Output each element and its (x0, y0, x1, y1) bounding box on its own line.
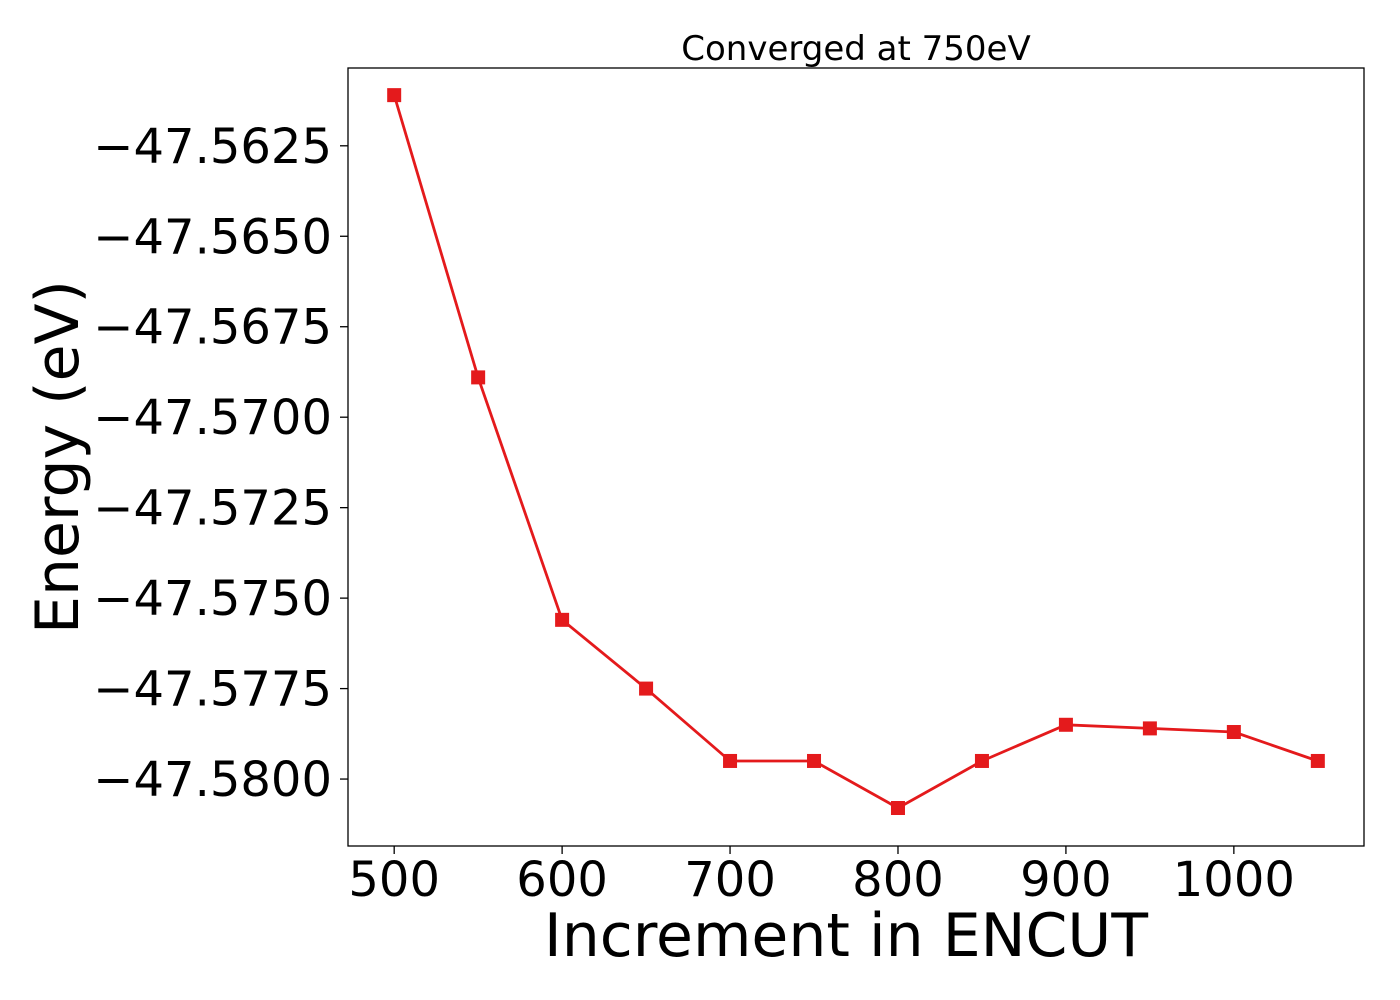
y-tick-label: −47.5650 (93, 209, 332, 265)
plot-area (387, 88, 1325, 816)
data-point-marker (471, 370, 486, 385)
x-tick-label: 900 (1020, 852, 1112, 908)
y-tick-label: −47.5675 (93, 300, 332, 356)
x-axis-title: Increment in ENCUT (544, 901, 1148, 971)
data-point-marker (1142, 721, 1157, 736)
x-tick-label: 800 (852, 852, 944, 908)
data-point-marker (555, 612, 570, 627)
data-point-marker (890, 801, 905, 816)
data-point-marker (1226, 725, 1241, 740)
y-tick-label: −47.5750 (93, 571, 332, 627)
data-point-marker (639, 681, 654, 696)
y-tick-label: −47.5800 (93, 752, 332, 808)
x-tick-label: 1000 (1173, 852, 1295, 908)
x-tick-label: 700 (684, 852, 776, 908)
y-axis: −47.5625 −47.5650 −47.5675 −47.5700 −47.5725… (93, 119, 348, 808)
x-tick-label: 600 (516, 852, 608, 908)
data-point-marker (723, 753, 738, 768)
data-point-marker (1310, 753, 1325, 768)
data-point-marker (807, 753, 822, 768)
data-point-marker (974, 753, 989, 768)
y-axis-title: Energy (eV) (23, 280, 93, 634)
x-tick-label: 500 (348, 852, 440, 908)
data-point-marker (387, 88, 402, 103)
y-tick-label: −47.5625 (93, 119, 332, 175)
data-point-marker (1058, 717, 1073, 732)
y-tick-label: −47.5725 (93, 481, 332, 537)
x-axis: 500 600 700 800 900 1000 (348, 846, 1295, 908)
y-tick-label: −47.5775 (93, 662, 332, 718)
chart-title: Converged at 750eV (681, 29, 1030, 69)
series-line (392, 94, 1319, 810)
y-tick-label: −47.5700 (93, 390, 332, 446)
plot-frame (347, 67, 1365, 847)
